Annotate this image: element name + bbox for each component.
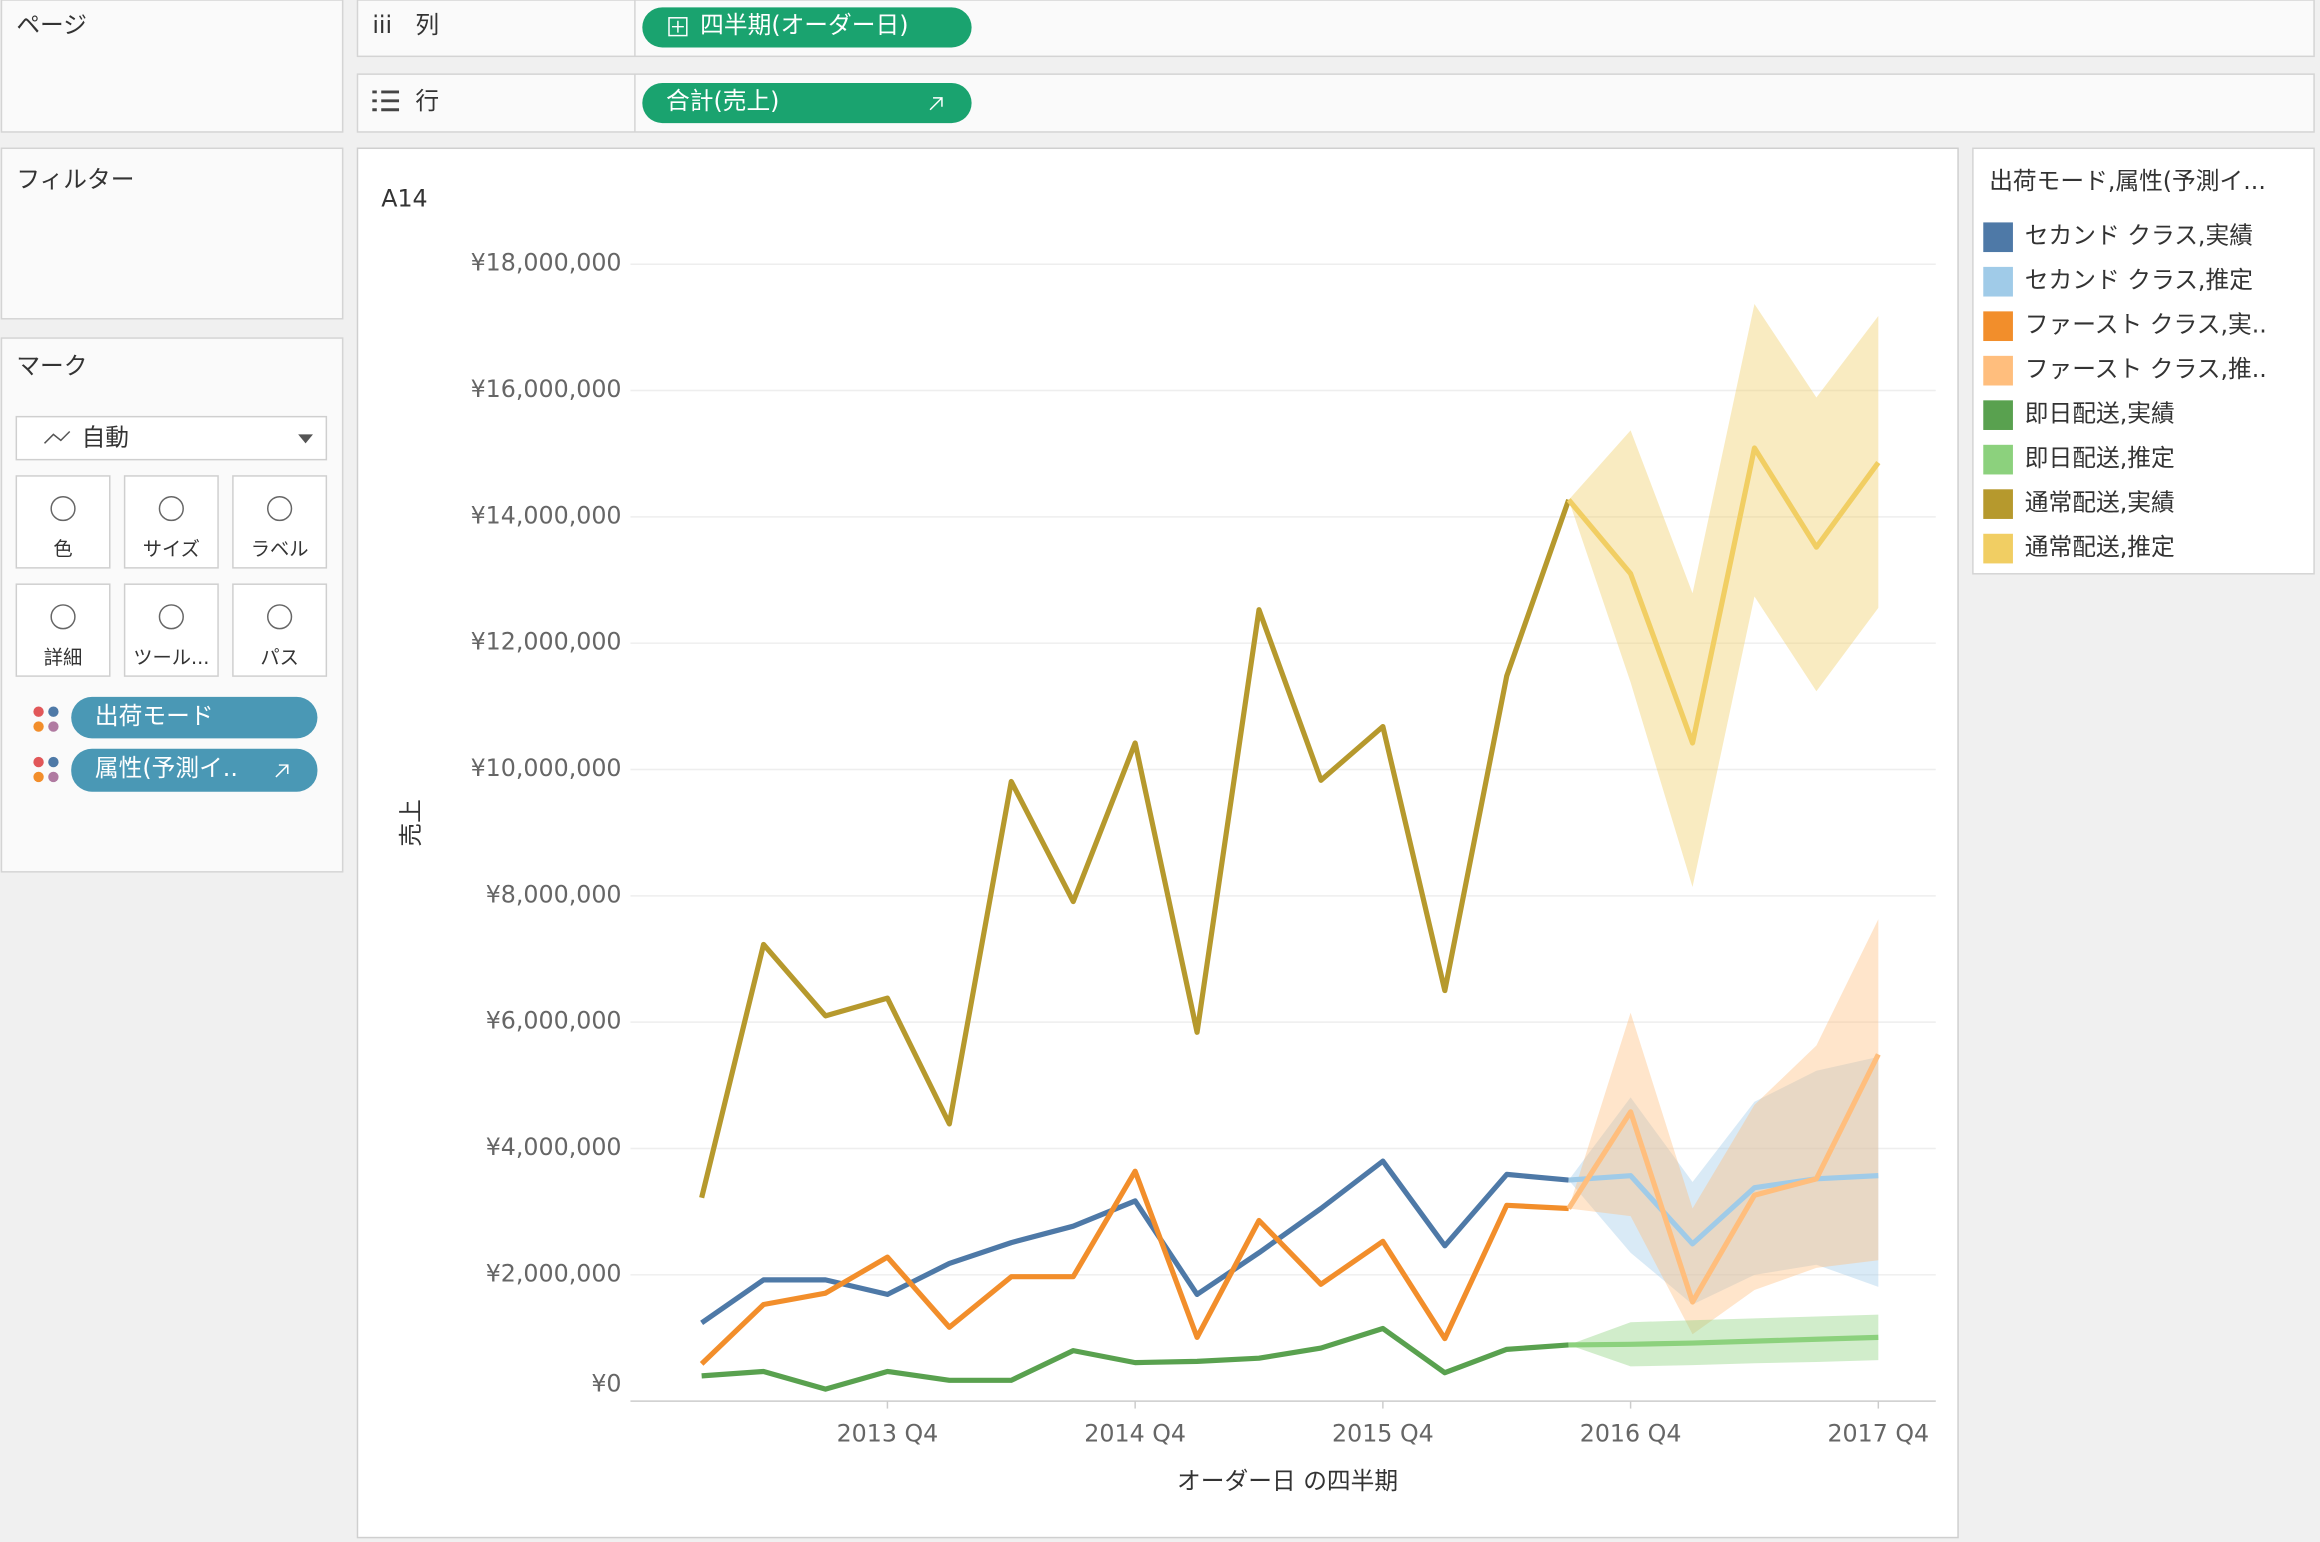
pill-text: 属性(予測イ.. bbox=[95, 754, 238, 782]
mark-button[interactable] bbox=[232, 475, 328, 569]
mark-button-icon bbox=[267, 604, 293, 630]
series-line bbox=[1566, 1053, 1881, 1305]
pill[interactable] bbox=[71, 696, 318, 739]
legend-label: 即日配送,実績 bbox=[2025, 400, 2175, 428]
legend-swatch[interactable] bbox=[1983, 400, 2013, 430]
legend-swatch[interactable] bbox=[1983, 355, 2013, 386]
y-tick-label: ¥4,000,000 bbox=[486, 1133, 622, 1161]
mark-button-icon bbox=[158, 495, 184, 522]
pill-icon bbox=[929, 97, 943, 111]
series-line bbox=[700, 1158, 1569, 1325]
pill-icon bbox=[275, 764, 289, 778]
forecast-band bbox=[1568, 1056, 1879, 1305]
columns-icon: iii bbox=[372, 11, 392, 39]
mark-type: 自動 bbox=[82, 423, 129, 451]
line-icon bbox=[43, 430, 71, 444]
series-line bbox=[1568, 1334, 1879, 1348]
mark-button-label: ツール... bbox=[133, 646, 209, 669]
y-tick-label: ¥18,000,000 bbox=[471, 249, 622, 277]
x-tick-label: 2016 Q4 bbox=[1580, 1420, 1682, 1448]
x-tick-label: 2014 Q4 bbox=[1084, 1420, 1186, 1448]
mark-button[interactable] bbox=[123, 583, 219, 677]
legend-swatch[interactable] bbox=[1983, 222, 2013, 253]
legend-label: セカンド クラス,推定 bbox=[2025, 266, 2253, 294]
x-tick-label: 2013 Q4 bbox=[837, 1420, 939, 1448]
filters-title: フィルター bbox=[16, 165, 134, 193]
series-line bbox=[699, 1168, 1569, 1366]
mark-pill-1[interactable]: 出荷モード bbox=[33, 696, 318, 739]
mark-button-label: 色 bbox=[53, 538, 72, 561]
mark-button-icon bbox=[50, 604, 76, 630]
columns-pill[interactable] bbox=[642, 7, 972, 48]
filters-panel bbox=[0, 147, 344, 320]
legend-swatch[interactable] bbox=[1983, 311, 2013, 342]
y-axis-title: 売上 bbox=[397, 799, 425, 846]
mark-button-label: 詳細 bbox=[44, 646, 83, 669]
mark-button[interactable] bbox=[123, 475, 219, 569]
mark-button-label: ラベル bbox=[251, 538, 309, 561]
columns-pill-text: 四半期(オーダー日) bbox=[700, 11, 908, 39]
mark-button-label: パス bbox=[260, 646, 299, 669]
rows-icon bbox=[372, 90, 400, 112]
mark-button-label: サイズ bbox=[143, 538, 200, 561]
mark-button-icon bbox=[267, 495, 293, 522]
mark-button[interactable] bbox=[15, 475, 111, 569]
legend-label: 通常配送,推定 bbox=[2025, 533, 2175, 561]
y-tick-label: ¥0 bbox=[591, 1369, 621, 1397]
plot: ¥0 ¥2,000,000 ¥4,000,000 ¥6,000,000 ¥8,000,0… bbox=[471, 249, 1936, 1448]
legend-label: 即日配送,推定 bbox=[2025, 444, 2175, 472]
y-tick-label: ¥10,000,000 bbox=[471, 754, 622, 782]
legend-swatch[interactable] bbox=[1983, 444, 2013, 475]
y-tick-label: ¥8,000,000 bbox=[486, 880, 622, 908]
expand-icon bbox=[668, 17, 688, 37]
legend-label: ファースト クラス,実.. bbox=[2025, 311, 2267, 339]
mark-button-icon bbox=[50, 495, 76, 522]
y-tick-label: ¥12,000,000 bbox=[471, 628, 622, 656]
dropdown-arrow bbox=[298, 434, 313, 444]
y-tick-label: ¥14,000,000 bbox=[471, 501, 622, 529]
y-tick-label: ¥16,000,000 bbox=[471, 375, 622, 403]
pill[interactable] bbox=[71, 748, 318, 792]
series-line bbox=[1568, 1173, 1879, 1247]
mark-button[interactable] bbox=[232, 583, 328, 677]
mark-type-dropdown[interactable] bbox=[15, 415, 328, 461]
x-axis-title: オーダー日 の四半期 bbox=[1177, 1467, 1398, 1495]
x-tick-label: 2015 Q4 bbox=[1332, 1420, 1434, 1448]
marks-title: マーク bbox=[16, 352, 87, 380]
expand-plus bbox=[671, 20, 684, 33]
mark-button[interactable] bbox=[15, 583, 111, 677]
rows-pill-text: 合計(売上) bbox=[666, 87, 779, 115]
pill-text: 出荷モード bbox=[95, 702, 214, 730]
columns-label: 列 bbox=[415, 11, 439, 39]
lines bbox=[699, 445, 1881, 1392]
rows-pill[interactable] bbox=[642, 83, 972, 124]
y-tick-label: ¥6,000,000 bbox=[486, 1007, 622, 1035]
legend-label: セカンド クラス,実績 bbox=[2025, 222, 2253, 250]
legend-label: 通常配送,実績 bbox=[2025, 489, 2175, 517]
legend-title: 出荷モード,属性(予測イ... bbox=[1989, 167, 2266, 195]
mark-button-icon bbox=[158, 604, 184, 630]
chart-title: A14 bbox=[381, 185, 427, 213]
legend bbox=[1972, 147, 2315, 575]
legend-swatch[interactable] bbox=[1983, 533, 2013, 564]
forecast-band bbox=[1568, 919, 1879, 1335]
pages-title: ページ bbox=[16, 11, 87, 39]
y-tick-label: ¥2,000,000 bbox=[486, 1259, 622, 1287]
series-line bbox=[699, 498, 1572, 1199]
legend-label: ファースト クラス,推.. bbox=[2025, 355, 2267, 383]
mark-pill-2[interactable]: 属性(予測イ.. bbox=[33, 748, 318, 792]
pages-panel bbox=[0, 0, 344, 133]
series-line bbox=[1566, 445, 1881, 746]
legend-swatch[interactable] bbox=[1983, 266, 2013, 297]
series-line bbox=[701, 1325, 1569, 1392]
rows-label: 行 bbox=[415, 87, 439, 115]
legend-swatch[interactable] bbox=[1983, 489, 2013, 519]
x-tick-label: 2017 Q4 bbox=[1827, 1420, 1929, 1448]
